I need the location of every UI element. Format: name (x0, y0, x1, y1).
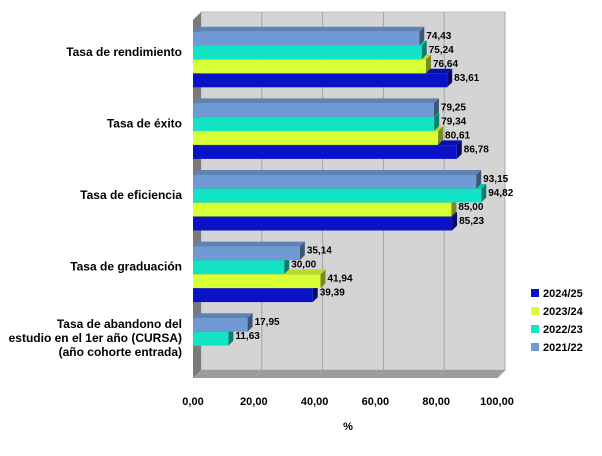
legend-item-label: 2022/23 (543, 324, 583, 336)
bar-face (193, 189, 482, 203)
bar-end (419, 26, 425, 46)
bar-end (247, 313, 253, 332)
data-label: 83,61 (454, 73, 479, 84)
bar-end (228, 327, 234, 346)
legend-item-label: 2024/25 (543, 288, 583, 300)
legend-item-label: 2021/22 (543, 342, 583, 354)
bar-face (193, 131, 439, 145)
data-label: 17,95 (255, 317, 280, 328)
bar-face (193, 246, 300, 261)
bar (193, 313, 253, 332)
legend-item-label: 2023/24 (543, 306, 584, 318)
bar-end (433, 98, 439, 117)
bar-end (299, 241, 305, 261)
data-label: 94,82 (488, 188, 513, 199)
bar-face (193, 145, 457, 159)
gridline (314, 369, 323, 379)
x-tick-label: 60,00 (362, 396, 390, 408)
x-axis-label: % (343, 421, 353, 433)
bar-top (193, 170, 482, 175)
bar-face (193, 260, 285, 275)
bar-face (193, 73, 448, 88)
bar (193, 26, 425, 46)
gridline (435, 369, 445, 379)
bar (193, 241, 305, 261)
bar-face (193, 274, 321, 289)
bar-face (193, 103, 434, 117)
bar-face (193, 332, 229, 346)
data-label: 35,14 (307, 246, 332, 257)
data-label: 85,00 (458, 202, 483, 213)
gridline (375, 369, 384, 379)
bar-face (193, 45, 422, 60)
bars (193, 26, 487, 346)
bar-top (193, 313, 253, 319)
data-label: 39,39 (320, 288, 345, 299)
data-label: 85,23 (459, 216, 484, 227)
bar-end (451, 198, 457, 217)
bar-face (193, 203, 452, 217)
bar-face (193, 31, 420, 46)
data-label: 11,63 (235, 331, 260, 342)
gridline (253, 369, 263, 379)
x-tick-label: 0,00 (182, 396, 203, 408)
bar-face (193, 175, 477, 189)
category-label: Tasa de éxito (107, 116, 182, 130)
bar-end (421, 40, 427, 60)
category-label: Tasa de abandono del (57, 317, 182, 331)
bar-face (193, 117, 435, 131)
bar-end (447, 68, 453, 88)
bar-end (284, 255, 290, 275)
floor (193, 370, 505, 378)
legend-swatch (531, 343, 539, 351)
data-label: 93,15 (483, 174, 508, 185)
data-labels: 83,61 76,64 75,24 74,43 86,78 80,61 79,34 79,25… (235, 31, 513, 342)
bar-end (425, 54, 431, 74)
bar-face (193, 217, 453, 231)
bar (193, 170, 482, 189)
bar-end (320, 269, 326, 289)
data-label: 75,24 (429, 45, 454, 56)
data-label: 30,00 (291, 260, 316, 271)
gridline (496, 369, 506, 379)
x-tick-label: 100,00 (480, 396, 514, 408)
category-labels: Tasa de rendimiento Tasa de éxito Tasa de … (9, 45, 183, 359)
data-label: 79,25 (441, 102, 466, 113)
bar-end (312, 283, 318, 303)
category-label: Tasa de eficiencia (80, 188, 182, 202)
legend-swatch (531, 289, 539, 297)
bar-face (193, 288, 313, 303)
bar-top (193, 26, 425, 32)
data-label: 80,61 (445, 130, 470, 141)
data-label: 76,64 (433, 59, 458, 70)
bar-end (456, 140, 462, 159)
bar-end (452, 212, 458, 231)
bar-face (193, 59, 426, 74)
bar-end (476, 170, 482, 189)
bar-top (193, 98, 439, 104)
data-label: 74,43 (426, 31, 451, 42)
data-label: 41,94 (327, 274, 352, 285)
legend: 2024/25 2023/24 2022/23 2021/22 (531, 288, 584, 354)
bar-top (193, 241, 305, 247)
category-label: estudio en el 1er año (CURSA) (9, 331, 182, 345)
bar-end (434, 112, 440, 131)
x-tick-label: 20,00 (240, 396, 268, 408)
legend-swatch (531, 307, 539, 315)
data-label: 79,34 (441, 116, 466, 127)
bar-end (438, 126, 444, 145)
x-tick-label: 40,00 (301, 396, 329, 408)
category-label: (año cohorte entrada) (59, 345, 182, 359)
category-label: Tasa de graduación (70, 260, 182, 274)
bar (193, 98, 439, 117)
bar-face (193, 318, 248, 332)
x-axis-tick-labels: 0,00 20,00 40,00 60,00 80,00 100,00 (182, 396, 514, 408)
bar-end (481, 184, 487, 203)
legend-swatch (531, 325, 539, 333)
category-label: Tasa de rendimiento (66, 45, 182, 59)
data-label: 86,78 (464, 144, 489, 155)
x-tick-label: 80,00 (422, 396, 450, 408)
